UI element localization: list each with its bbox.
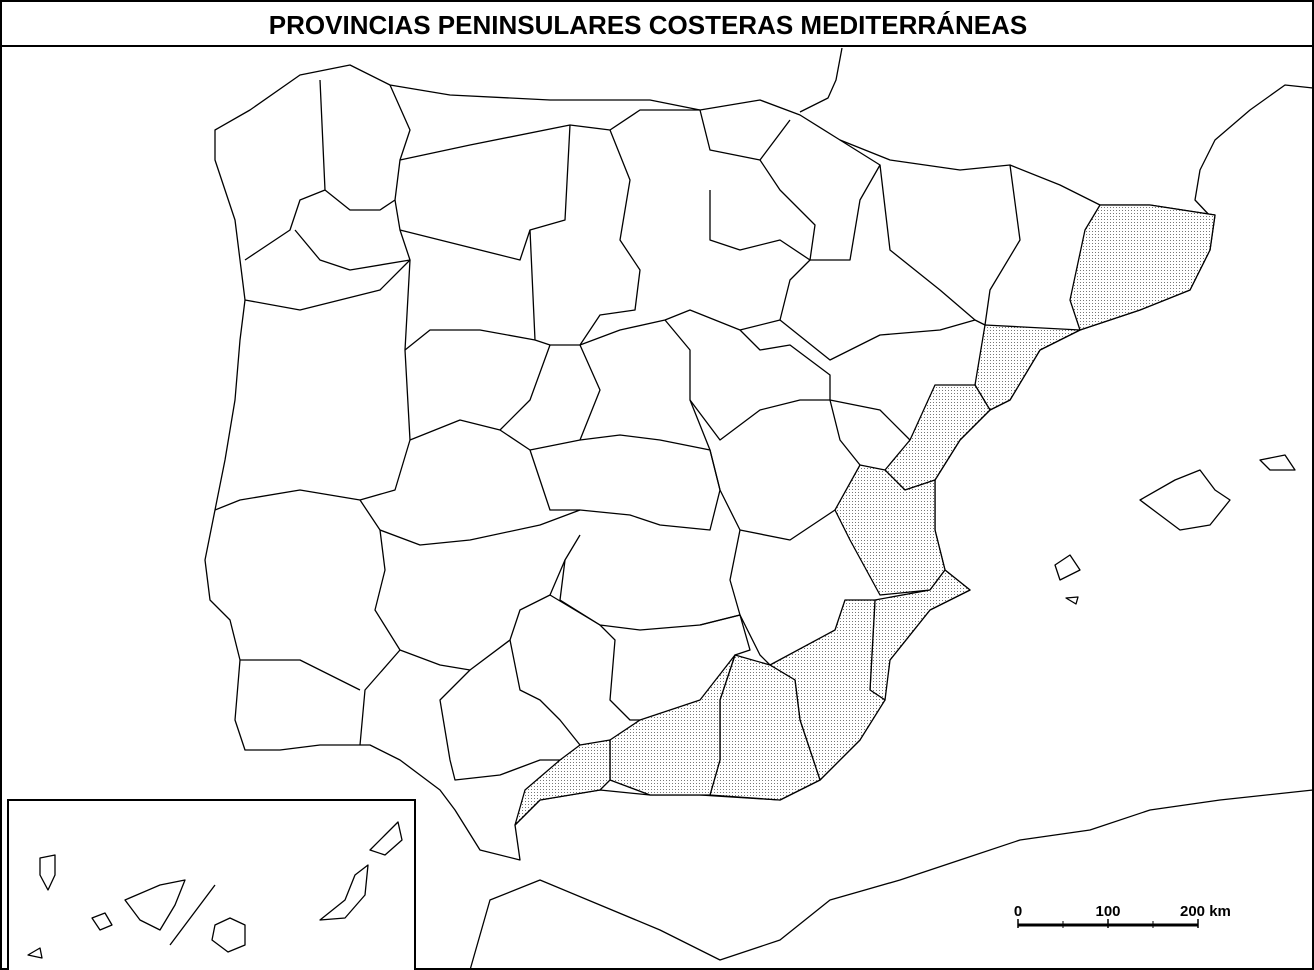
title: PROVINCIAS PENINSULARES COSTERAS MEDITER… (269, 10, 1027, 40)
map-page: PROVINCIAS PENINSULARES COSTERAS MEDITER… (0, 0, 1314, 970)
canary-inset (8, 800, 415, 970)
scale-label: 200 km (1180, 903, 1231, 920)
scale-label: 0 (1014, 903, 1022, 920)
scale-label: 100 (1095, 903, 1120, 920)
